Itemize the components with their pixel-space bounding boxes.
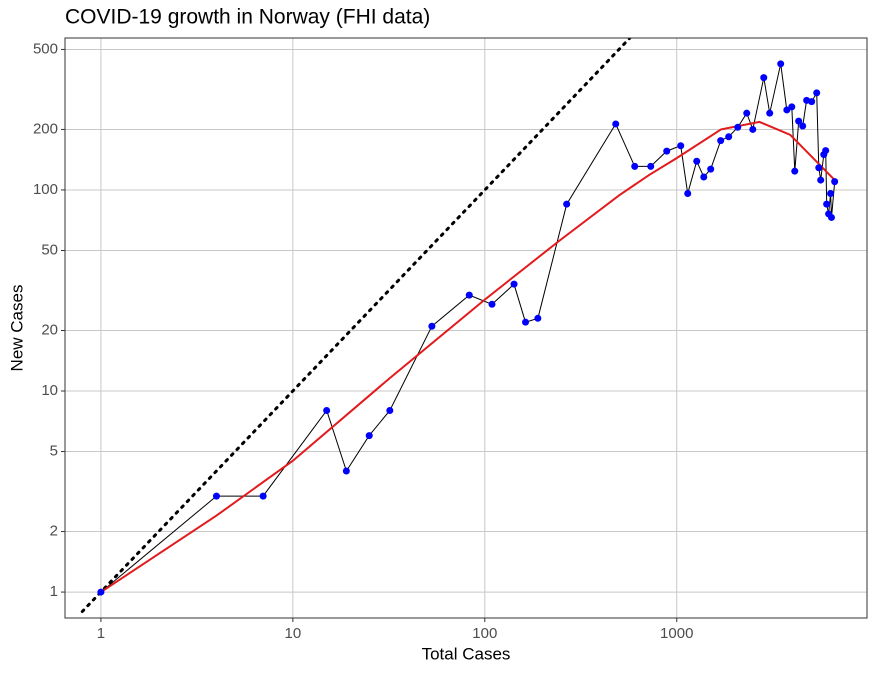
grid (61, 38, 867, 622)
data-point (97, 588, 105, 596)
data-point (365, 432, 373, 440)
data-point (510, 280, 518, 288)
data-point (813, 89, 821, 97)
data-point (777, 60, 785, 68)
y-tick-label: 200 (33, 120, 58, 137)
data-point (822, 147, 830, 155)
series-line (100, 120, 836, 593)
y-tick-label: 5 (50, 443, 58, 460)
data-point (323, 406, 331, 414)
y-tick-label: 100 (33, 181, 58, 198)
data-point (827, 190, 835, 198)
data-point (817, 176, 825, 184)
data-point (534, 314, 542, 322)
data-point (788, 103, 796, 111)
data-point (827, 213, 835, 221)
data-point (749, 125, 757, 133)
data-point (693, 157, 701, 165)
y-tick-label: 500 (33, 40, 58, 57)
data-point (766, 109, 774, 117)
data-point (663, 147, 671, 155)
data-point (631, 162, 639, 170)
data-point (734, 123, 742, 131)
x-tick-label: 1 (97, 625, 105, 642)
x-tick-label: 1000 (660, 625, 693, 642)
data-point (725, 133, 733, 141)
x-tick-label: 100 (472, 625, 497, 642)
data-point (795, 117, 803, 125)
data-point (808, 98, 816, 106)
data-point (212, 492, 220, 500)
data-point (386, 406, 394, 414)
data-point (647, 162, 655, 170)
data-point (522, 318, 530, 326)
data-point (823, 200, 831, 208)
data-point (815, 164, 823, 172)
data-point (342, 467, 350, 475)
y-axis-title: New Cases (7, 285, 26, 372)
plot-area (80, 38, 839, 613)
x-axis-title: Total Cases (422, 644, 511, 663)
data-point (760, 74, 768, 82)
data-point (428, 322, 436, 330)
data-point (488, 300, 496, 308)
y-tick-label: 50 (41, 241, 58, 258)
chart-title: COVID-19 growth in Norway (FHI data) (65, 6, 430, 29)
y-tick-label: 1 (50, 583, 58, 600)
panel-border (64, 37, 868, 619)
y-tick-label: 2 (50, 523, 58, 540)
data-point (717, 137, 725, 145)
y-tick-label: 20 (41, 321, 58, 338)
data-point (563, 200, 571, 208)
data-point (677, 142, 685, 150)
data-point (684, 190, 692, 198)
data-point (799, 122, 807, 130)
y-tick-label: 10 (41, 382, 58, 399)
data-point (743, 109, 751, 117)
data-point (707, 165, 715, 173)
data-point (465, 291, 473, 299)
data-point (831, 178, 839, 186)
data-point (791, 167, 799, 175)
x-tick-label: 10 (285, 625, 302, 642)
data-point (259, 492, 267, 500)
data-point (700, 173, 708, 181)
data-point (612, 120, 620, 128)
